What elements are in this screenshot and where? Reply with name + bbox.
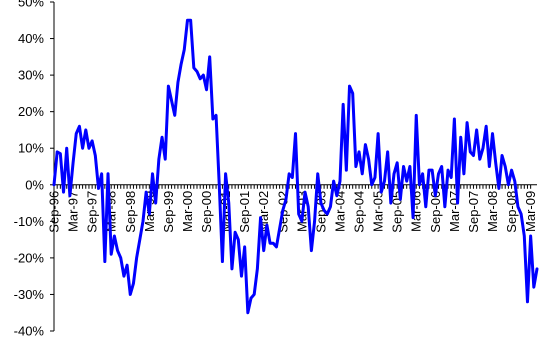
series-group xyxy=(52,18,539,315)
x-tick-label: Sep-07 xyxy=(466,191,481,233)
x-tick-label: Mar-05 xyxy=(371,191,386,232)
x-tick-label: Mar-07 xyxy=(447,191,462,232)
x-tick-label: Mar-00 xyxy=(180,191,195,232)
x-tick-label: Mar-04 xyxy=(332,191,347,232)
x-tick-label: Sep-04 xyxy=(352,191,367,233)
x-tick-label: Sep-97 xyxy=(85,191,100,233)
x-axis: Sep-96 Mar-97 Sep-97 Mar-98 Sep-98 Mar-99 Sep-… xyxy=(47,184,538,233)
y-axis: -40% -30% -20% -10% 0% 10% 20% 30% 40% 50% xyxy=(14,0,55,339)
x-tick-label: Mar-02 xyxy=(256,191,271,232)
x-tick-label: Sep-96 xyxy=(47,191,62,233)
x-tick-label: Mar-08 xyxy=(485,191,500,232)
y-tick-label: -40% xyxy=(14,324,45,339)
y-tick-label: 10% xyxy=(18,141,44,156)
y-tick-label: 0% xyxy=(25,177,44,192)
y-tick-label: -30% xyxy=(14,287,45,302)
y-tick-label: 50% xyxy=(18,0,44,10)
y-tick-label: 20% xyxy=(18,104,44,119)
x-tick-label: Sep-99 xyxy=(161,191,176,233)
x-tick-label: Sep-06 xyxy=(428,191,443,233)
y-tick-label: 30% xyxy=(18,68,44,83)
x-tick-label: Mar-97 xyxy=(66,191,81,232)
x-tick-label: Sep-00 xyxy=(199,191,214,233)
y-tick-label: -10% xyxy=(14,214,45,229)
y-tick-label: 40% xyxy=(18,31,44,46)
series-line xyxy=(52,18,539,315)
x-tick-label: Sep-05 xyxy=(390,191,405,233)
y-tick-label: -20% xyxy=(14,250,45,265)
x-tick-label: Sep-01 xyxy=(237,191,252,233)
x-tick-label: Sep-98 xyxy=(123,191,138,233)
x-tick-label: Sep-08 xyxy=(504,191,519,233)
x-tick-label: Mar-09 xyxy=(523,191,538,232)
